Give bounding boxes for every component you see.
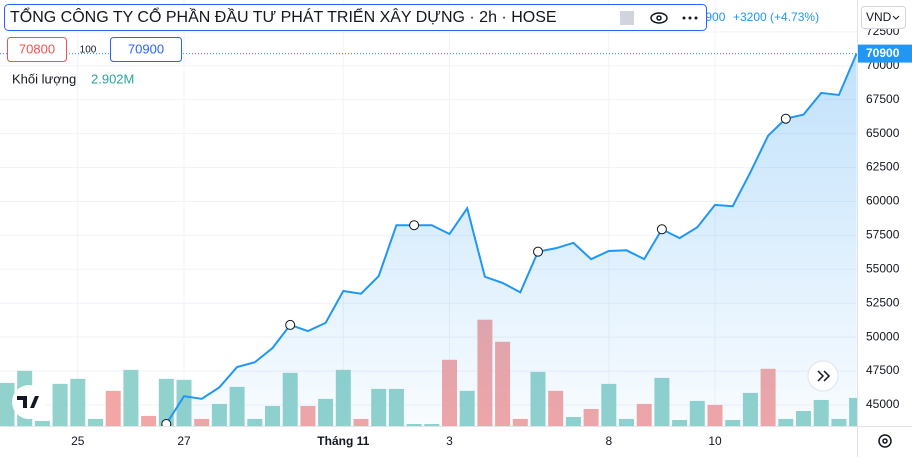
spread: 100 [80,45,97,56]
currency: VND [866,10,892,24]
volume-bar [70,378,86,426]
y-tick-label: 62500 [866,160,900,174]
x-tick-label: 8 [605,434,612,448]
event-marker [285,319,296,330]
ask: 70900 [128,41,164,56]
currency-select[interactable] [861,6,906,29]
x-tick-label: Tháng 11 [317,434,369,448]
volume-bar [88,418,103,426]
y-tick-label: 50000 [866,329,900,343]
volume-bar [52,383,68,426]
volume-bar [123,369,139,426]
legend-change: +3200 (+4.73%) [733,10,819,24]
volume-bar [0,382,15,426]
x-tick-label: 25 [71,434,85,448]
last-price-label: 70900 [866,46,900,60]
dropdown-arrow [892,15,900,20]
volume-legend-name: Khối lượng [12,71,76,86]
y-tick-label: 45000 [866,397,900,411]
settings-icon[interactable] [878,434,892,448]
price-line [165,53,857,425]
y-tick-label: 55000 [866,261,900,275]
y-tick-label: 65000 [866,126,900,140]
bid: 70800 [19,41,55,56]
scroll-icon [817,370,831,382]
eye-icon[interactable] [650,12,668,24]
event-marker [161,418,172,426]
flag-icon[interactable] [620,11,634,25]
y-tick-label: 67500 [866,92,900,106]
ask-box [110,37,182,62]
volume-bar [141,415,157,426]
bid-box [7,37,67,62]
tv-logo-bg[interactable] [12,385,46,419]
event-marker [780,113,791,124]
x-tick-label: 10 [708,434,722,448]
x-tick-label: 27 [177,434,191,448]
event-marker [533,246,543,257]
volume-legend-value: 2.902M [91,71,134,86]
y-tick-label: 47500 [866,363,900,377]
x-tick-label: 3 [446,434,453,448]
volume-bar [158,378,174,426]
volume-bar [34,420,50,426]
y-tick-label: 52500 [866,295,900,309]
y-tick-label: 60000 [866,194,900,208]
title-box[interactable] [4,4,707,31]
price-area [166,53,857,426]
more-icon[interactable] [682,16,698,20]
y-tick-label: 57500 [866,228,900,242]
chart-title: TỔNG CÔNG TY CỔ PHẦN ĐẦU TƯ PHÁT TRIỂN X… [10,7,557,26]
event-marker [409,220,420,231]
event-marker [656,224,667,235]
last-price-box [858,44,912,63]
tv-logo [17,396,39,408]
volume-bar [105,390,121,426]
